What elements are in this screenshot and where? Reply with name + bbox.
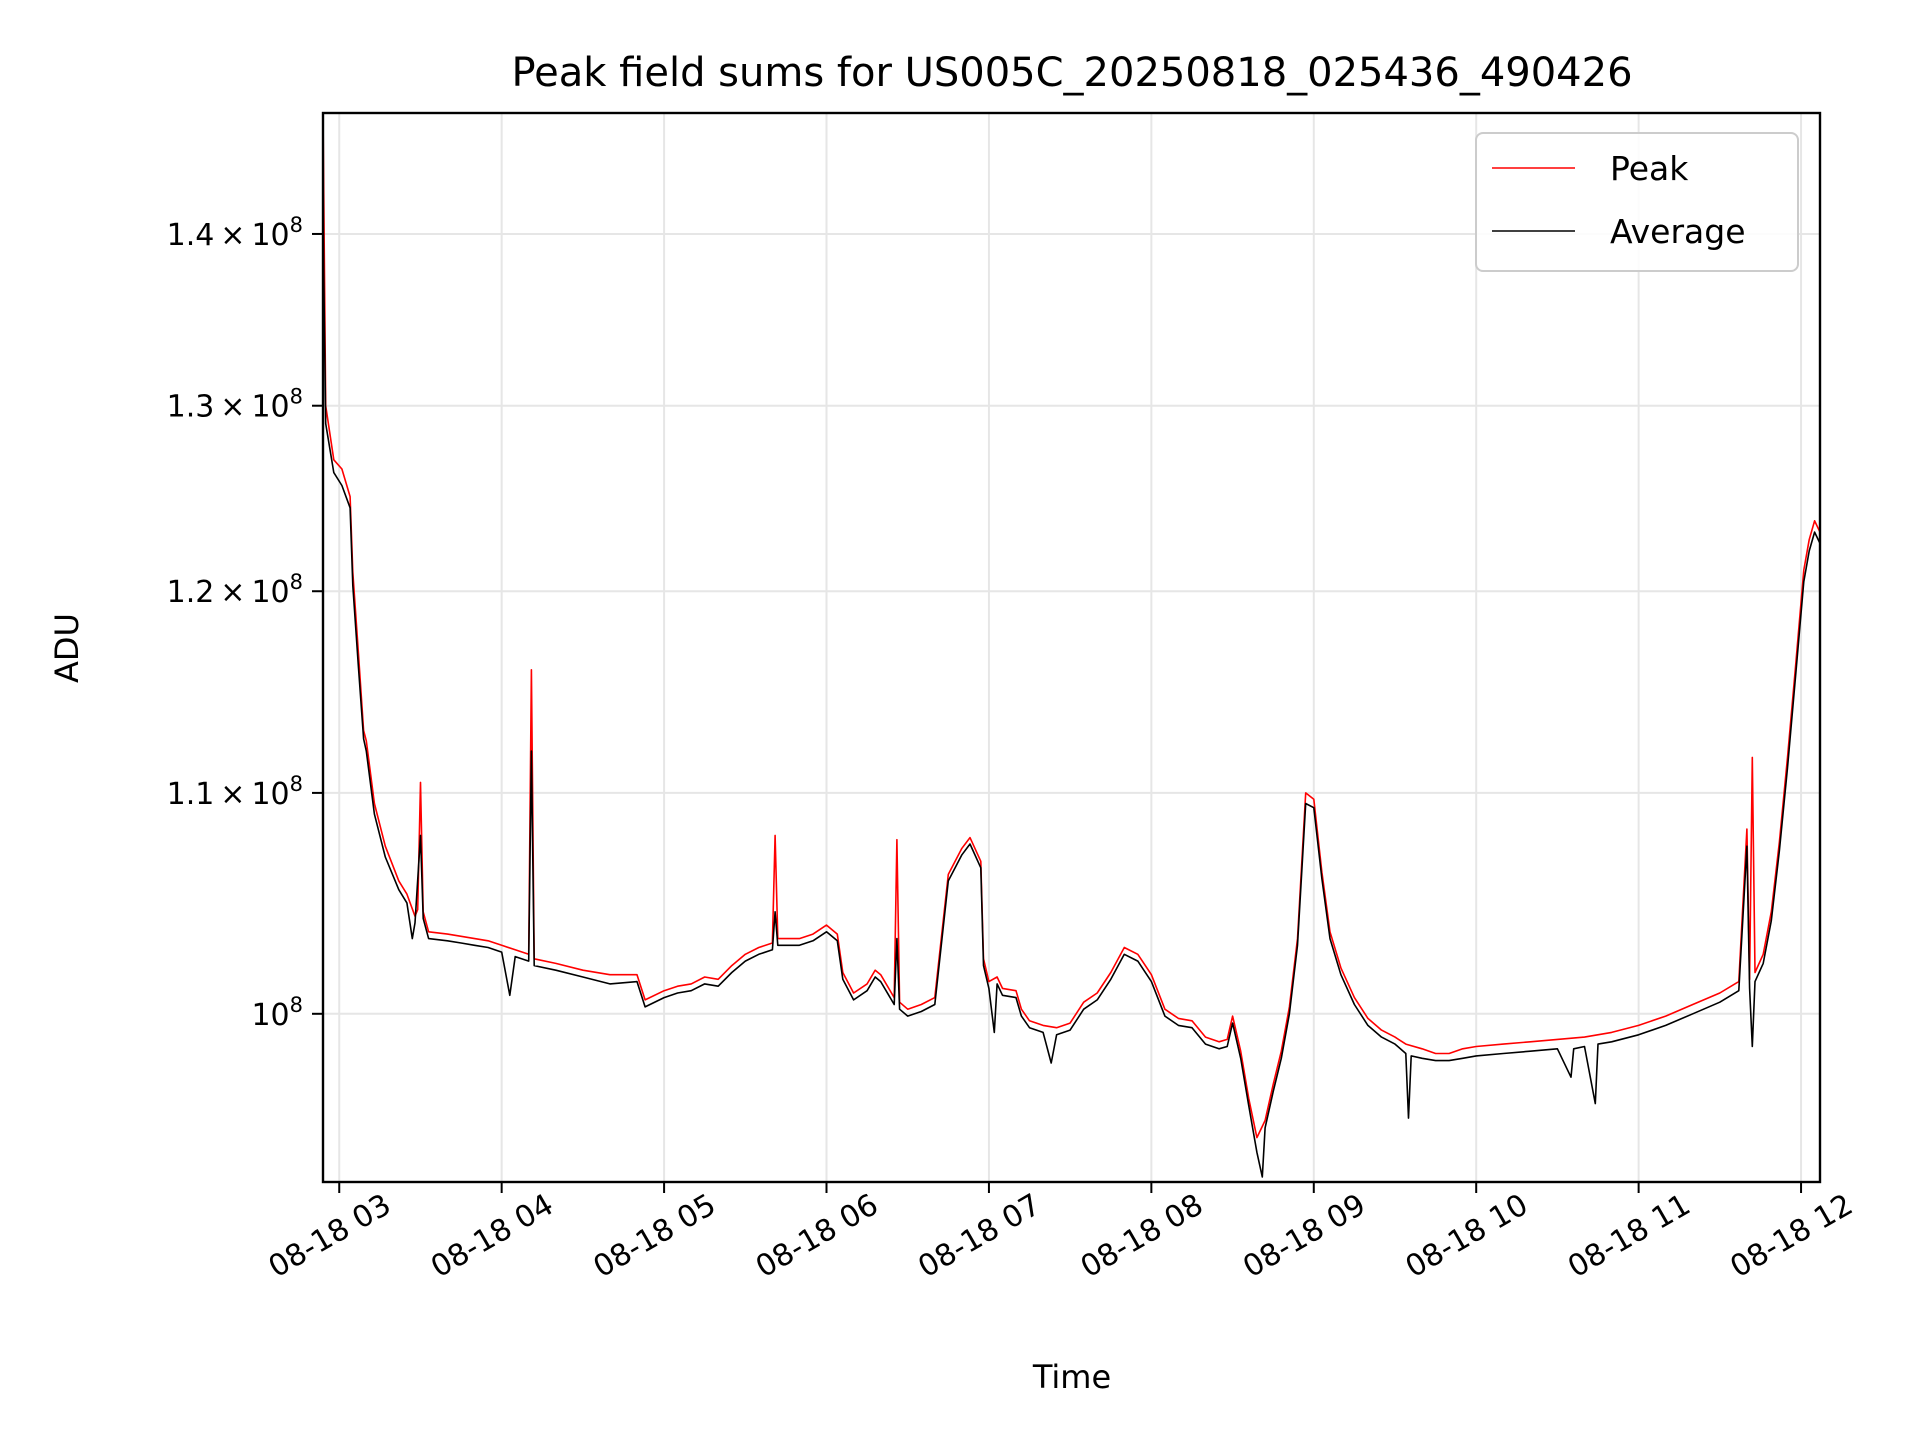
y-tick-label: 1.4 × 108 bbox=[167, 213, 303, 253]
chart-title: Peak field sums for US005C_20250818_0254… bbox=[511, 50, 1632, 96]
y-tick-label: 1.3 × 108 bbox=[167, 385, 303, 425]
legend-label-peak: Peak bbox=[1610, 149, 1689, 188]
y-tick-label: 108 bbox=[251, 993, 303, 1033]
plot-frame bbox=[321, 111, 1822, 1184]
legend-label-average: Average bbox=[1610, 212, 1746, 251]
series-layer bbox=[323, 113, 1820, 1178]
legend: Peak Average bbox=[1475, 132, 1799, 272]
series-line-peak bbox=[323, 113, 1820, 1139]
grid bbox=[323, 113, 1820, 1182]
series-line-average bbox=[323, 217, 1820, 1178]
y-tick-label: 1.1 × 108 bbox=[167, 772, 303, 812]
y-tick-label: 1.2 × 108 bbox=[167, 570, 303, 610]
y-axis: 108 1.1 × 108 1.2 × 108 1.3 × 108 1.4 × 108 bbox=[167, 213, 323, 1033]
x-axis-label: Time bbox=[1032, 1358, 1111, 1396]
y-axis-label: ADU bbox=[48, 613, 86, 683]
